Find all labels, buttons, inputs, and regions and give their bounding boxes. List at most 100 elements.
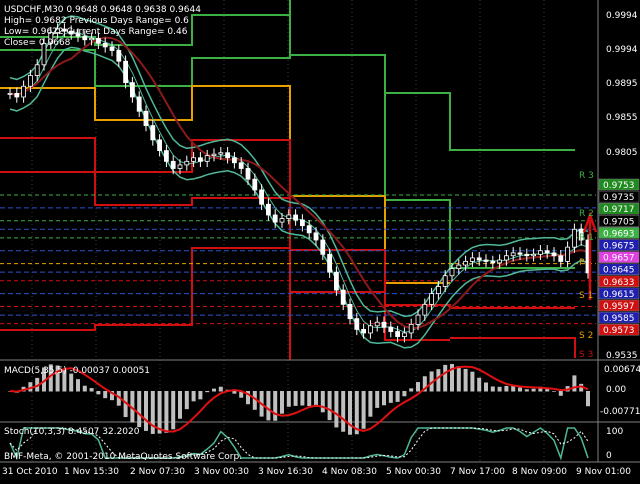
candle-body[interactable] [347,303,353,320]
macd-histogram-bar [205,391,210,393]
candle-body[interactable] [34,64,40,76]
candle-body[interactable] [96,37,101,44]
candle-body[interactable] [517,252,523,255]
candle-body[interactable] [62,28,67,32]
candle-body[interactable] [333,271,339,291]
candle-body[interactable] [415,314,421,325]
candle-body[interactable] [442,275,448,287]
candle-body[interactable] [109,46,115,51]
price-candles[interactable] [7,23,598,343]
candle-body[interactable] [218,152,224,155]
candle-body[interactable] [401,332,407,337]
candle-body[interactable] [313,232,319,241]
candle-body[interactable] [238,162,244,169]
candle-body[interactable] [259,189,265,205]
candle-body[interactable] [48,32,54,44]
candle-body[interactable] [170,160,176,169]
candle-body[interactable] [129,82,135,98]
stochastic-panel[interactable] [9,427,589,461]
candle-body[interactable] [429,293,435,305]
candle-body[interactable] [435,286,441,295]
candle-body[interactable] [469,257,475,262]
candle-body[interactable] [150,125,156,141]
candle-body[interactable] [558,255,564,262]
candle-body[interactable] [41,42,47,66]
candle-body[interactable] [89,37,94,41]
candle-body[interactable] [497,259,503,264]
candle-body[interactable] [116,50,122,62]
candle-body[interactable] [225,152,231,159]
candle-body[interactable] [381,321,387,328]
candle-body[interactable] [524,253,530,257]
candle-body[interactable] [320,239,326,255]
candle-body[interactable] [490,261,496,264]
candle-body[interactable] [510,252,516,257]
candle-body[interactable] [231,157,237,164]
candle-body[interactable] [7,92,13,95]
candle-body[interactable] [163,150,169,162]
price-tick: 0.9994 [606,45,638,55]
candle-body[interactable] [565,246,570,262]
candle-body[interactable] [177,164,183,169]
pivot-level-line [0,49,575,151]
candle-body[interactable] [82,35,88,41]
candle-body[interactable] [279,218,285,223]
candle-body[interactable] [157,139,163,152]
candle-body[interactable] [408,323,414,334]
candle-body[interactable] [327,253,333,273]
candle-body[interactable] [68,30,74,35]
candle-body[interactable] [483,259,489,262]
candle-body[interactable] [463,261,469,266]
candle-body[interactable] [374,321,380,327]
candle-body[interactable] [204,155,210,162]
candle-body[interactable] [578,228,584,241]
candle-body[interactable] [293,214,299,221]
candle-body[interactable] [361,328,367,334]
candle-body[interactable] [136,96,142,112]
pivot-label-group: R 3 R 2 R 1 P S 1 S 2 S 3 [579,171,594,360]
price-tag-label: 0.9717 [603,205,635,215]
candle-body[interactable] [551,252,557,257]
candle-body[interactable] [449,268,455,277]
candle-body[interactable] [367,325,373,334]
candle-body[interactable] [191,157,197,162]
bollinger-middle [9,31,589,333]
candle-body[interactable] [21,85,27,98]
candle-body[interactable] [211,153,217,157]
candle-body[interactable] [286,214,292,219]
candle-body[interactable] [197,157,203,162]
candle-body[interactable] [265,203,271,216]
candle-body[interactable] [544,250,550,254]
macd-histogram-bar [164,391,169,433]
candle-body[interactable] [102,42,108,48]
candle-body[interactable] [388,326,394,332]
candle-body[interactable] [456,264,462,270]
candle-body[interactable] [252,178,258,191]
candle-body[interactable] [476,257,482,261]
macd-histogram-bar [511,385,516,392]
candle-body[interactable] [395,331,401,337]
candle-body[interactable] [422,303,428,316]
candle-body[interactable] [531,253,536,257]
candle-body[interactable] [299,219,305,227]
candle-body[interactable] [503,255,509,261]
candle-body[interactable] [340,289,346,305]
candle-body[interactable] [14,92,20,98]
candle-body[interactable] [538,250,543,255]
candle-body[interactable] [245,168,251,180]
macd-histogram-bar [497,386,502,392]
candle-body[interactable] [27,75,33,87]
candle-body[interactable] [184,160,190,166]
candle-body[interactable] [354,318,360,330]
candle-body[interactable] [143,110,149,126]
candle-body[interactable] [272,214,278,223]
candle-body[interactable] [75,33,81,37]
candle-body[interactable] [123,60,128,84]
candle-body[interactable] [572,228,577,248]
macd-tick-top: 0.00674 [604,365,640,375]
macd-panel[interactable] [8,363,590,435]
candle-body[interactable] [55,28,60,34]
candle-body[interactable] [306,225,312,234]
